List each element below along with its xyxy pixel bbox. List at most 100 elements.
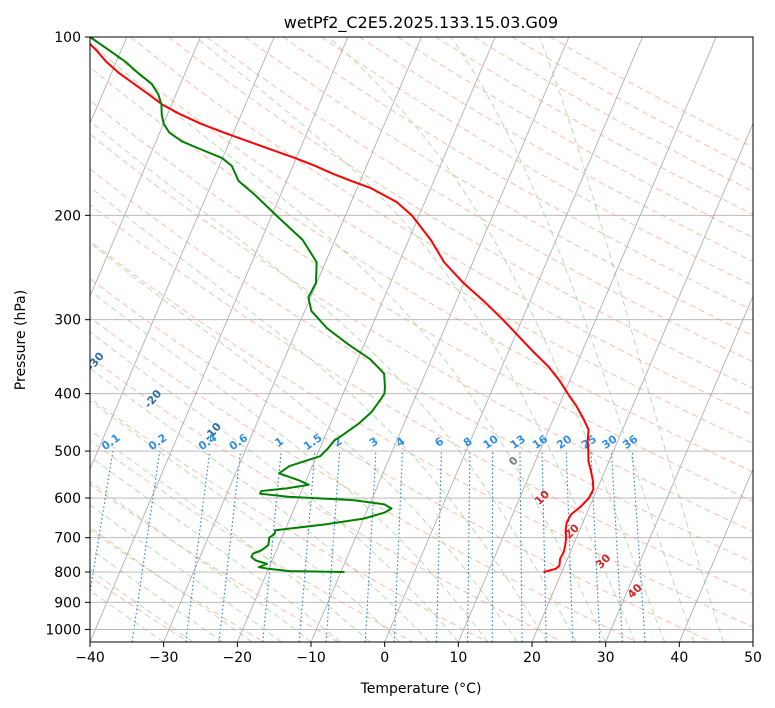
moist-adiabat — [450, 37, 695, 642]
x-tick-label: −10 — [296, 650, 326, 666]
moist-adiabat — [90, 242, 518, 642]
moist-adiabat-label: 30 — [593, 551, 613, 571]
background-lines — [90, 37, 753, 642]
dry-adiabat-label: -30 — [84, 349, 107, 373]
y-tick-label: 500 — [54, 444, 81, 460]
mixing-ratio-line — [185, 451, 211, 642]
dry-adiabat-label: -20 — [142, 387, 165, 411]
x-tick-label: −30 — [149, 650, 179, 666]
mixing-ratio-label: 6 — [432, 434, 446, 449]
dry-adiabat — [90, 316, 638, 642]
mixing-ratio-label: 36 — [620, 432, 640, 452]
mixing-ratio-label: 8 — [461, 435, 475, 450]
moist-adiabat — [90, 331, 459, 642]
dry-adiabat — [549, 37, 753, 148]
moist-adiabat — [90, 456, 341, 642]
x-tick-label: 10 — [449, 650, 467, 666]
line-labels: -100-90-80-70-60-50-40-30-20-100.10.20.4… — [28, 309, 645, 601]
mixing-ratio-label: 0.6 — [227, 431, 251, 453]
isotherm-line — [90, 37, 201, 298]
sounding-series — [90, 37, 595, 574]
mixing-ratio-label: 0.1 — [99, 431, 122, 453]
dry-adiabat — [359, 37, 753, 262]
isotherm-line — [310, 37, 570, 642]
x-tick-label: 0 — [380, 650, 389, 666]
dry-adiabat — [282, 37, 753, 312]
dry-adiabat — [511, 37, 753, 170]
y-tick-label: 1000 — [45, 622, 81, 638]
moist-adiabat — [90, 526, 253, 642]
moist-adiabat — [90, 367, 430, 642]
dry-adiabat — [90, 440, 414, 642]
moist-adiabat — [328, 37, 666, 642]
dry-adiabat — [90, 240, 753, 628]
y-tick-label: 800 — [54, 565, 81, 581]
moist-adiabat — [90, 480, 312, 642]
mixing-ratio-line — [298, 451, 316, 642]
dewpoint-profile-line — [90, 37, 393, 574]
x-tick-label: 30 — [597, 650, 615, 666]
plot-frame — [89, 36, 754, 643]
mixing-ratio-line — [610, 451, 623, 642]
mixing-ratio-label: 13 — [508, 432, 528, 451]
chart-title: wetPf2_C2E5.2025.133.15.03.G09 — [284, 13, 558, 33]
y-tick-label: 200 — [54, 208, 81, 224]
x-tick-label: 20 — [523, 650, 541, 666]
y-tick-label: 600 — [54, 491, 81, 507]
isotherm-line — [163, 37, 422, 642]
x-tick-label: −20 — [223, 650, 253, 666]
mixing-ratio-label: 1.5 — [301, 431, 324, 453]
dry-adiabat — [435, 37, 753, 215]
moist-adiabat — [90, 548, 223, 642]
mixing-ratio-line — [218, 451, 242, 642]
mixing-ratio-line — [435, 451, 442, 642]
x-tick-label: 50 — [744, 650, 762, 666]
moist-adiabat — [90, 42, 607, 642]
y-tick-label: 300 — [54, 313, 81, 329]
moist-adiabat — [90, 429, 371, 642]
moist-adiabat-label: 0 — [506, 454, 521, 469]
moist-adiabat — [90, 400, 400, 642]
moist-adiabat-label: 10 — [532, 487, 552, 507]
mixing-ratio-line — [565, 451, 574, 642]
dry-adiabat-label: -40 — [28, 309, 51, 333]
y-tick-label: 400 — [54, 387, 81, 403]
y-axis-label: Pressure (hPa) — [13, 290, 29, 390]
isotherm-line — [236, 37, 496, 642]
isotherm-line — [752, 640, 753, 642]
mixing-ratio-label: 0.2 — [146, 431, 169, 453]
dry-adiabat — [90, 356, 563, 642]
dry-adiabat — [90, 133, 753, 533]
dry-adiabat — [90, 483, 339, 642]
isotherm-line — [90, 37, 349, 642]
isotherm-line — [384, 37, 643, 642]
mixing-ratio-line — [90, 451, 114, 596]
isotherm-line — [90, 37, 275, 471]
dry-adiabat — [90, 397, 488, 642]
y-tick-label: 100 — [54, 30, 81, 46]
mixing-ratio-label: 10 — [481, 432, 501, 452]
dry-adiabat — [90, 576, 190, 642]
moist-adiabat — [90, 120, 577, 642]
moist-adiabat — [195, 37, 636, 642]
isotherm-line — [605, 295, 753, 642]
mixing-ratio-line — [466, 451, 471, 642]
y-tick-label: 900 — [54, 595, 81, 611]
dry-adiabat — [90, 278, 712, 642]
moist-adiabat — [90, 569, 194, 642]
moist-adiabat — [90, 590, 164, 642]
mixing-ratio-label: 16 — [530, 432, 550, 452]
x-tick-label: −40 — [75, 650, 105, 666]
isotherm-line — [531, 122, 753, 642]
dry-adiabat — [90, 529, 264, 642]
moist-adiabat — [90, 186, 548, 642]
axes: −40 −30 −20 −10 0 10 20 30 40 5010020030040050060… — [45, 30, 762, 666]
moist-adiabat — [90, 504, 282, 642]
isotherm-line — [457, 37, 717, 642]
x-axis-label: Temperature (°C) — [360, 681, 482, 697]
dry-adiabat — [90, 99, 753, 502]
dry-adiabat — [473, 37, 753, 193]
moist-adiabat — [539, 37, 725, 642]
y-tick-label: 700 — [54, 531, 81, 547]
